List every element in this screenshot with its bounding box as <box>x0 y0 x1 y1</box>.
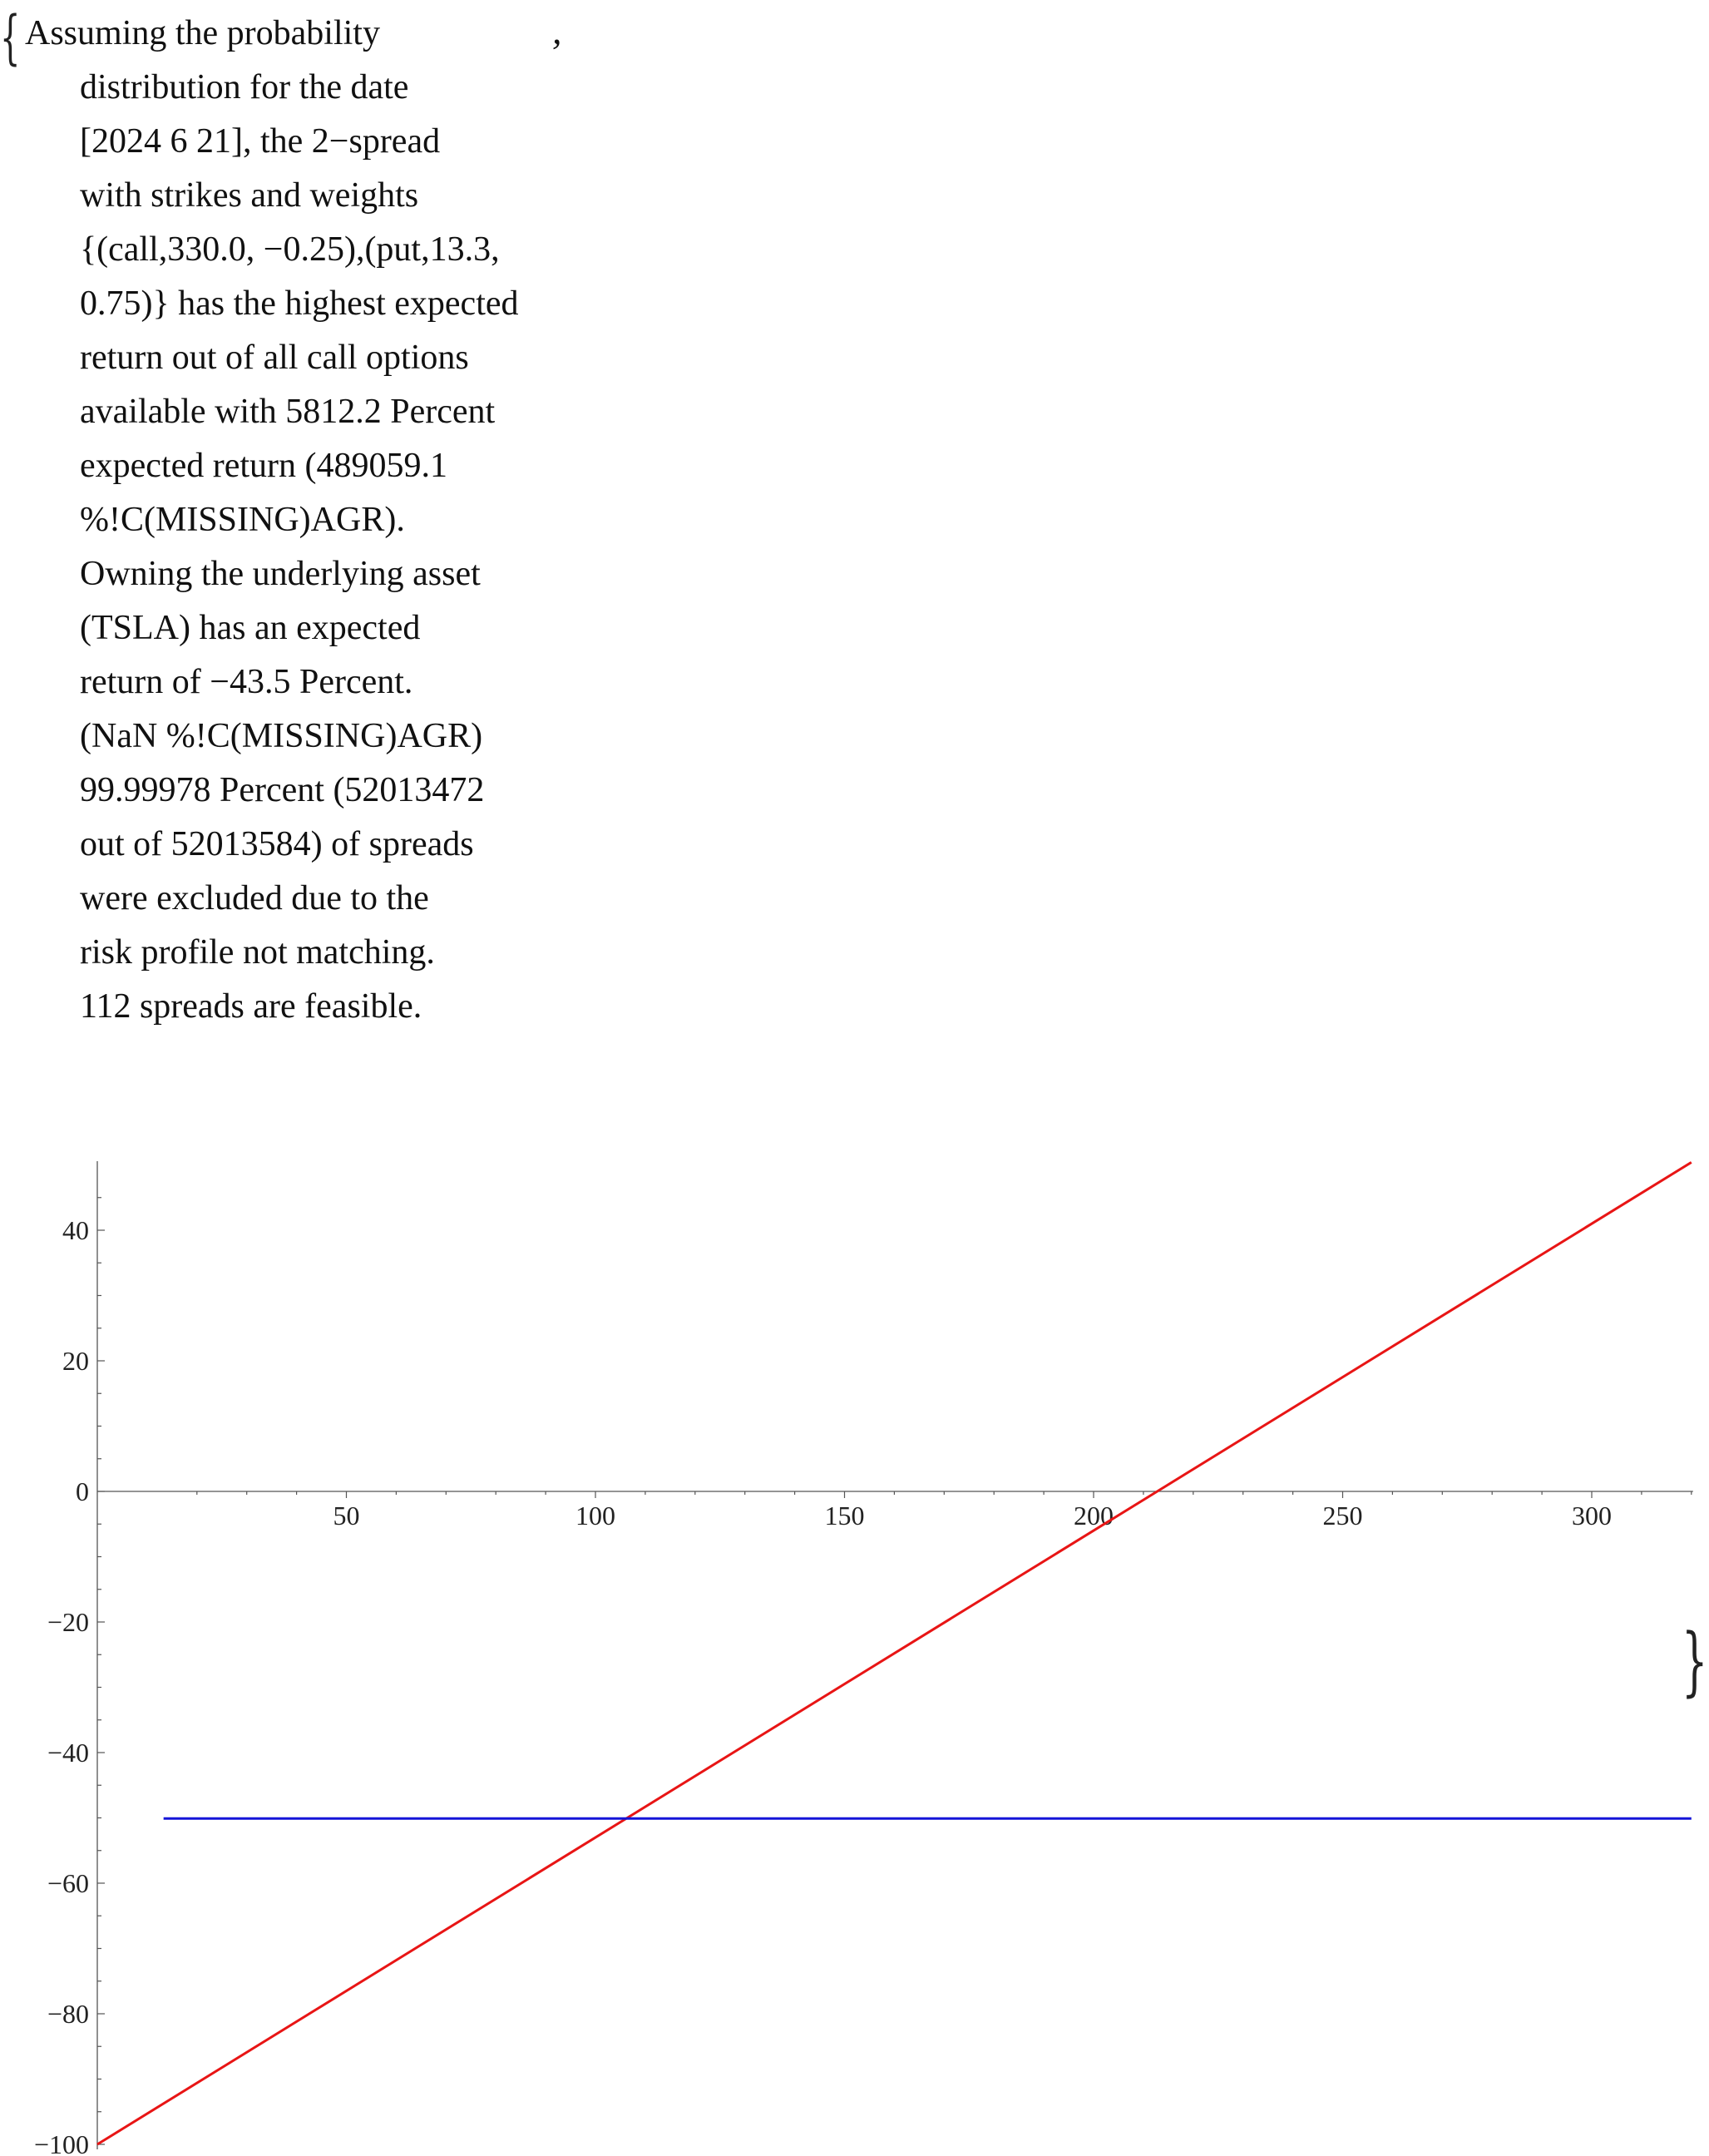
text-line: available with 5812.2 Percent <box>80 393 496 431</box>
y-tick-label: −20 <box>47 1607 89 1637</box>
open-brace: { <box>0 3 21 72</box>
text-line: %!C(MISSING)AGR). <box>80 501 405 539</box>
text-line: {(call,330.0, −0.25),(put,13.3, <box>80 230 500 269</box>
list-separator-comma: , <box>552 9 562 52</box>
text-line: out of 52013584) of spreads <box>80 825 474 863</box>
text-line: 0.75)} has the highest expected <box>80 284 519 323</box>
y-tick-label: −100 <box>34 2129 89 2156</box>
y-tick-label: −40 <box>47 1738 89 1768</box>
series-line-1 <box>96 1161 1692 2146</box>
y-tick-label: 0 <box>76 1476 89 1506</box>
text-line: (TSLA) has an expected <box>80 609 421 647</box>
text-line: distribution for the date <box>80 68 409 106</box>
text-line: Owning the underlying asset <box>80 555 481 593</box>
y-tick-label: 20 <box>62 1346 89 1376</box>
text-line: return out of all call options <box>80 339 469 377</box>
x-tick-label: 100 <box>575 1501 615 1530</box>
text-line: return of −43.5 Percent. <box>80 663 413 701</box>
x-tick-label: 150 <box>825 1501 865 1530</box>
text-line: 99.99978 Percent (52013472 <box>80 771 485 809</box>
text-line: [2024 6 21], the 2−spread <box>80 122 441 161</box>
text-line: expected return (489059.1 <box>80 447 448 485</box>
text-line: with strikes and weights <box>80 176 419 215</box>
x-tick-label: 250 <box>1323 1501 1363 1530</box>
text-line: were excluded due to the <box>80 879 429 917</box>
x-tick-label: 200 <box>1074 1501 1114 1530</box>
text-line: risk profile not matching. <box>80 933 435 972</box>
x-tick-label: 300 <box>1572 1501 1612 1530</box>
x-tick-label: 50 <box>333 1501 360 1530</box>
y-tick-label: −80 <box>47 1999 89 2029</box>
y-tick-label: −60 <box>47 1868 89 1898</box>
text-line: Assuming the probability <box>25 14 380 52</box>
text-line: 112 spreads are feasible. <box>80 987 422 1026</box>
text-line: (NaN %!C(MISSING)AGR) <box>80 717 483 755</box>
y-tick-label: 40 <box>62 1215 89 1245</box>
close-brace: } <box>1682 1618 1708 1705</box>
